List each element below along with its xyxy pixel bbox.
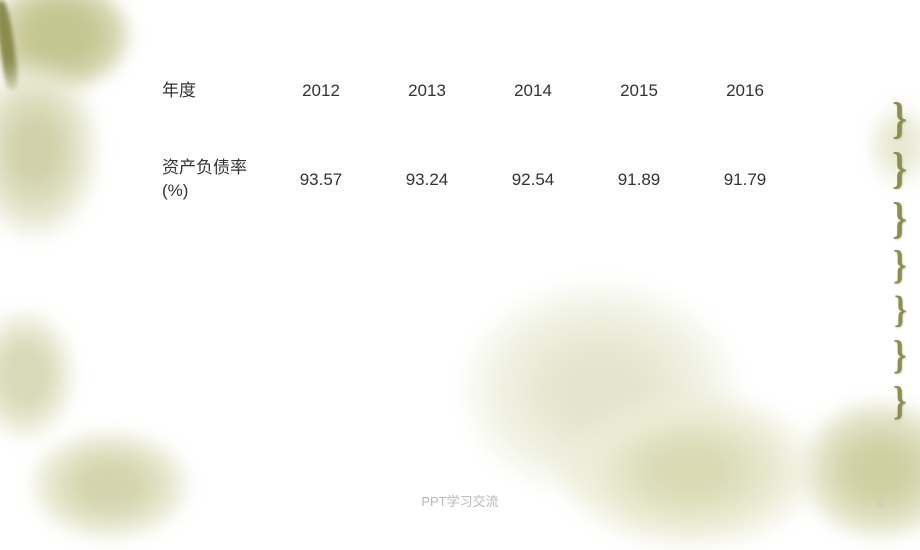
decor-curl-icon: }: [893, 338, 906, 372]
cell-value: 93.24: [374, 137, 480, 223]
cell-value: 91.89: [586, 137, 692, 223]
decor-curl-icon: }: [893, 248, 906, 282]
cell-value: 91.79: [692, 137, 798, 223]
header-year: 2012: [268, 60, 374, 137]
table-header-row: 年度 2012 2013 2014 2015 2016: [158, 60, 798, 137]
bg-wash-left-3: [30, 430, 190, 540]
decor-curl-icon: }: [894, 294, 907, 326]
bg-wash-center-2: [560, 390, 820, 550]
decor-curl-icon: }: [892, 100, 907, 137]
data-table: 年度 2012 2013 2014 2015 2016 资产负债率(%) 93.…: [158, 60, 798, 223]
cell-value: 93.57: [268, 137, 374, 223]
header-year: 2015: [586, 60, 692, 137]
table-row: 资产负债率(%) 93.57 93.24 92.54 91.89 91.79: [158, 137, 798, 223]
header-label: 年度: [158, 60, 268, 137]
bg-wash-left-1: [0, 60, 100, 240]
header-year: 2013: [374, 60, 480, 137]
footer-text: PPT学习交流: [0, 491, 920, 510]
header-year: 2016: [692, 60, 798, 137]
decor-curl-icon: }: [892, 200, 907, 237]
page-number: 4: [877, 495, 884, 510]
decor-curl-icon: }: [892, 150, 907, 187]
decor-curl-icon: }: [893, 384, 906, 418]
cell-value: 92.54: [480, 137, 586, 223]
bg-wash-left-2: [0, 310, 75, 440]
header-year: 2014: [480, 60, 586, 137]
row-label: 资产负债率(%): [158, 137, 268, 223]
